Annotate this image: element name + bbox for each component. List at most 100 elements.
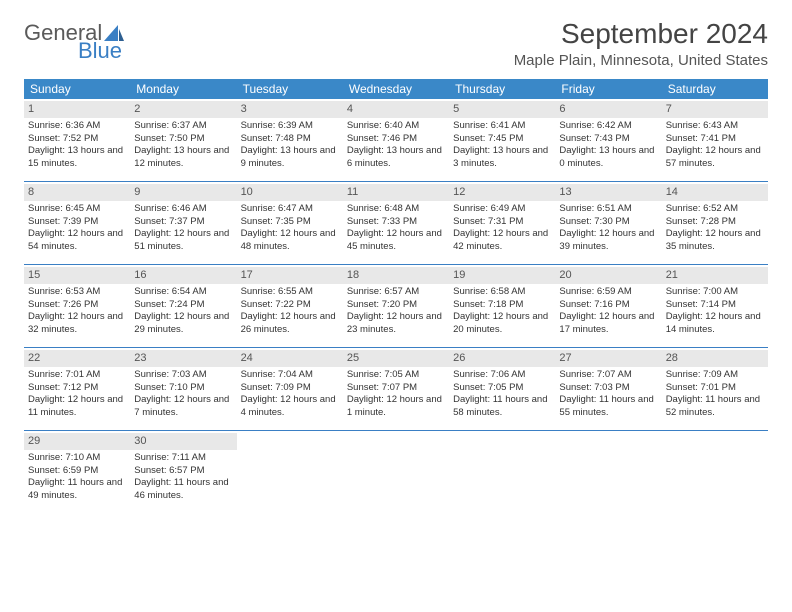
sunrise-line: Sunrise: 6:39 AM (241, 120, 339, 133)
empty-cell (343, 431, 449, 513)
day-number: 1 (24, 101, 130, 118)
day-number: 22 (24, 350, 130, 367)
empty-cell (237, 431, 343, 513)
empty-cell (662, 431, 768, 513)
weeks-container: 1Sunrise: 6:36 AMSunset: 7:52 PMDaylight… (24, 99, 768, 513)
day-number: 2 (130, 101, 236, 118)
week-row: 22Sunrise: 7:01 AMSunset: 7:12 PMDayligh… (24, 348, 768, 431)
sunrise-line: Sunrise: 6:48 AM (347, 203, 445, 216)
sunrise-line: Sunrise: 6:52 AM (666, 203, 764, 216)
day-cell: 27Sunrise: 7:07 AMSunset: 7:03 PMDayligh… (555, 348, 661, 430)
week-row: 15Sunrise: 6:53 AMSunset: 7:26 PMDayligh… (24, 265, 768, 348)
day-number: 9 (130, 184, 236, 201)
day-number: 28 (662, 350, 768, 367)
sunrise-line: Sunrise: 7:00 AM (666, 286, 764, 299)
sunset-line: Sunset: 7:41 PM (666, 133, 764, 146)
day-number: 16 (130, 267, 236, 284)
sunset-line: Sunset: 7:03 PM (559, 382, 657, 395)
sunset-line: Sunset: 7:39 PM (28, 216, 126, 229)
daylight-line: Daylight: 12 hours and 32 minutes. (28, 311, 126, 337)
sunset-line: Sunset: 7:12 PM (28, 382, 126, 395)
sunrise-line: Sunrise: 6:42 AM (559, 120, 657, 133)
day-number: 26 (449, 350, 555, 367)
sunset-line: Sunset: 7:28 PM (666, 216, 764, 229)
sunset-line: Sunset: 7:09 PM (241, 382, 339, 395)
sunrise-line: Sunrise: 6:57 AM (347, 286, 445, 299)
daylight-line: Daylight: 12 hours and 45 minutes. (347, 228, 445, 254)
daylight-line: Daylight: 13 hours and 6 minutes. (347, 145, 445, 171)
day-number: 25 (343, 350, 449, 367)
day-number: 5 (449, 101, 555, 118)
sunset-line: Sunset: 7:24 PM (134, 299, 232, 312)
sunrise-line: Sunrise: 6:41 AM (453, 120, 551, 133)
day-cell: 23Sunrise: 7:03 AMSunset: 7:10 PMDayligh… (130, 348, 236, 430)
sunrise-line: Sunrise: 7:11 AM (134, 452, 232, 465)
sunrise-line: Sunrise: 6:53 AM (28, 286, 126, 299)
day-number: 20 (555, 267, 661, 284)
day-cell: 24Sunrise: 7:04 AMSunset: 7:09 PMDayligh… (237, 348, 343, 430)
daylight-line: Daylight: 12 hours and 23 minutes. (347, 311, 445, 337)
sunset-line: Sunset: 7:31 PM (453, 216, 551, 229)
daylight-line: Daylight: 13 hours and 15 minutes. (28, 145, 126, 171)
day-header-cell: Tuesday (237, 79, 343, 99)
sunrise-line: Sunrise: 6:54 AM (134, 286, 232, 299)
daylight-line: Daylight: 12 hours and 35 minutes. (666, 228, 764, 254)
day-number: 6 (555, 101, 661, 118)
daylight-line: Daylight: 12 hours and 48 minutes. (241, 228, 339, 254)
sunset-line: Sunset: 7:14 PM (666, 299, 764, 312)
day-number: 21 (662, 267, 768, 284)
day-cell: 12Sunrise: 6:49 AMSunset: 7:31 PMDayligh… (449, 182, 555, 264)
day-header-cell: Monday (130, 79, 236, 99)
daylight-line: Daylight: 12 hours and 26 minutes. (241, 311, 339, 337)
day-header-row: SundayMondayTuesdayWednesdayThursdayFrid… (24, 79, 768, 99)
week-row: 1Sunrise: 6:36 AMSunset: 7:52 PMDaylight… (24, 99, 768, 182)
daylight-line: Daylight: 12 hours and 7 minutes. (134, 394, 232, 420)
day-number: 13 (555, 184, 661, 201)
day-number: 7 (662, 101, 768, 118)
sunrise-line: Sunrise: 6:45 AM (28, 203, 126, 216)
daylight-line: Daylight: 12 hours and 1 minute. (347, 394, 445, 420)
sunrise-line: Sunrise: 7:09 AM (666, 369, 764, 382)
day-number: 10 (237, 184, 343, 201)
daylight-line: Daylight: 11 hours and 52 minutes. (666, 394, 764, 420)
sunset-line: Sunset: 7:18 PM (453, 299, 551, 312)
day-cell: 6Sunrise: 6:42 AMSunset: 7:43 PMDaylight… (555, 99, 661, 181)
location: Maple Plain, Minnesota, United States (514, 52, 768, 69)
day-number: 4 (343, 101, 449, 118)
day-header-cell: Friday (555, 79, 661, 99)
daylight-line: Daylight: 12 hours and 54 minutes. (28, 228, 126, 254)
day-cell: 11Sunrise: 6:48 AMSunset: 7:33 PMDayligh… (343, 182, 449, 264)
day-number: 30 (130, 433, 236, 450)
daylight-line: Daylight: 12 hours and 20 minutes. (453, 311, 551, 337)
day-number: 15 (24, 267, 130, 284)
sunset-line: Sunset: 7:07 PM (347, 382, 445, 395)
daylight-line: Daylight: 12 hours and 57 minutes. (666, 145, 764, 171)
daylight-line: Daylight: 12 hours and 11 minutes. (28, 394, 126, 420)
sunrise-line: Sunrise: 6:49 AM (453, 203, 551, 216)
sunset-line: Sunset: 7:01 PM (666, 382, 764, 395)
day-cell: 4Sunrise: 6:40 AMSunset: 7:46 PMDaylight… (343, 99, 449, 181)
sunset-line: Sunset: 7:46 PM (347, 133, 445, 146)
day-cell: 10Sunrise: 6:47 AMSunset: 7:35 PMDayligh… (237, 182, 343, 264)
sunset-line: Sunset: 7:45 PM (453, 133, 551, 146)
daylight-line: Daylight: 11 hours and 58 minutes. (453, 394, 551, 420)
day-cell: 19Sunrise: 6:58 AMSunset: 7:18 PMDayligh… (449, 265, 555, 347)
daylight-line: Daylight: 12 hours and 17 minutes. (559, 311, 657, 337)
daylight-line: Daylight: 11 hours and 55 minutes. (559, 394, 657, 420)
sunrise-line: Sunrise: 7:10 AM (28, 452, 126, 465)
sunrise-line: Sunrise: 7:07 AM (559, 369, 657, 382)
day-number: 11 (343, 184, 449, 201)
week-row: 8Sunrise: 6:45 AMSunset: 7:39 PMDaylight… (24, 182, 768, 265)
logo-text-2: Blue (78, 40, 124, 62)
sunset-line: Sunset: 7:26 PM (28, 299, 126, 312)
sunrise-line: Sunrise: 7:03 AM (134, 369, 232, 382)
sunset-line: Sunset: 7:52 PM (28, 133, 126, 146)
logo: General Blue (24, 18, 124, 62)
day-cell: 26Sunrise: 7:06 AMSunset: 7:05 PMDayligh… (449, 348, 555, 430)
sunset-line: Sunset: 6:59 PM (28, 465, 126, 478)
sunset-line: Sunset: 7:10 PM (134, 382, 232, 395)
sunset-line: Sunset: 7:20 PM (347, 299, 445, 312)
day-header-cell: Sunday (24, 79, 130, 99)
day-number: 3 (237, 101, 343, 118)
day-cell: 17Sunrise: 6:55 AMSunset: 7:22 PMDayligh… (237, 265, 343, 347)
